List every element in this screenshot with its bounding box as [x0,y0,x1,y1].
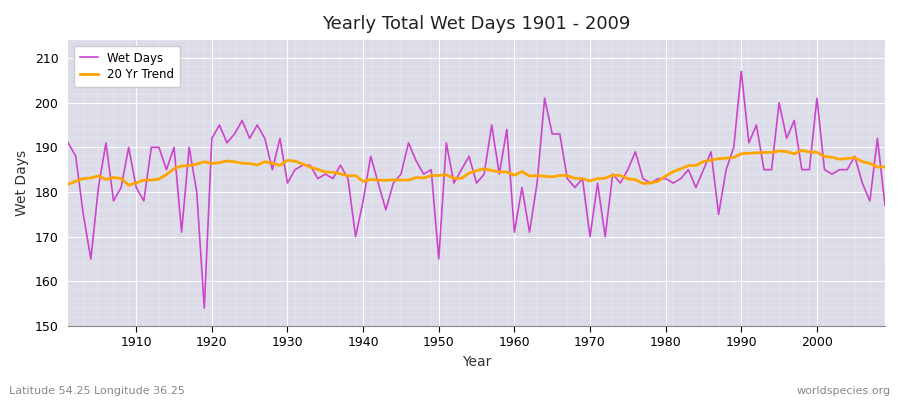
Wet Days [297,163,308,168]
20 Yr Trend [879,164,890,169]
Wet Days [123,145,134,150]
Text: worldspecies.org: worldspecies.org [796,386,891,396]
20 Yr Trend [343,173,354,178]
20 Yr Trend [63,182,74,187]
Wet Days [736,69,747,74]
20 Yr Trend [517,169,527,174]
Y-axis label: Wet Days: Wet Days [15,150,29,216]
Line: Wet Days: Wet Days [68,71,885,308]
X-axis label: Year: Year [462,355,491,369]
Wet Days [517,185,527,190]
20 Yr Trend [509,173,520,178]
20 Yr Trend [608,173,618,178]
Legend: Wet Days, 20 Yr Trend: Wet Days, 20 Yr Trend [74,46,180,87]
Wet Days [608,172,618,176]
Wet Days [63,140,74,145]
20 Yr Trend [796,148,807,153]
Wet Days [199,306,210,310]
Text: Latitude 54.25 Longitude 36.25: Latitude 54.25 Longitude 36.25 [9,386,184,396]
Wet Days [343,176,354,181]
Title: Yearly Total Wet Days 1901 - 2009: Yearly Total Wet Days 1901 - 2009 [322,15,631,33]
20 Yr Trend [297,162,308,166]
Wet Days [879,203,890,208]
Wet Days [509,230,520,235]
20 Yr Trend [123,183,134,188]
20 Yr Trend [130,180,141,185]
Line: 20 Yr Trend: 20 Yr Trend [68,150,885,185]
